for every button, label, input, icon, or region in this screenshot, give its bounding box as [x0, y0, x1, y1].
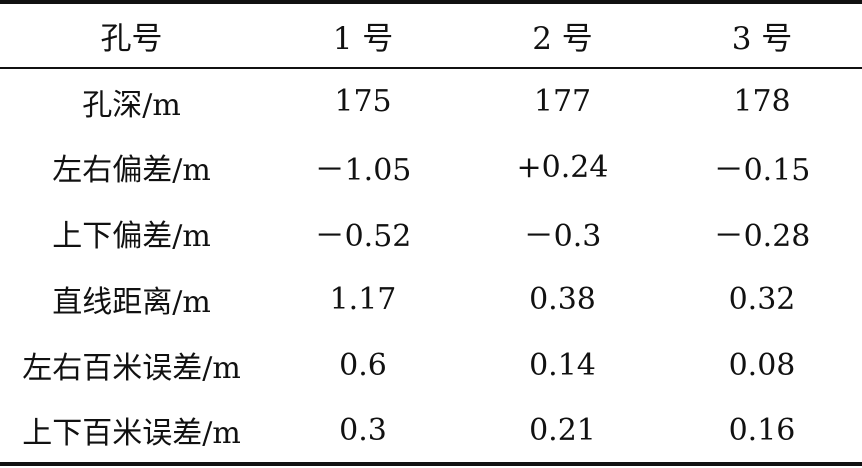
- table-cell: 0.08: [728, 347, 796, 383]
- header-cell-hole-1: 1 号: [263, 0, 463, 69]
- table-cell: 175: [334, 84, 392, 119]
- row-label: 直线距离/m: [52, 285, 211, 320]
- table-cell: 0.21: [463, 398, 662, 466]
- table-cell: －0.15: [713, 153, 811, 188]
- table-cell: +0.24: [516, 149, 609, 185]
- row-label: 上下偏差/m: [52, 219, 211, 254]
- table-row: 左右百米误差/m 0.6 0.14 0.08: [0, 332, 862, 398]
- header-cell-hole-2: 2 号: [463, 0, 662, 69]
- row-label: 左右偏差/m: [52, 153, 211, 188]
- table-cell: 1.17: [329, 281, 397, 317]
- row-label: 孔深/m: [82, 87, 181, 123]
- table-cell: －1.05: [314, 153, 412, 188]
- header-cell-hole-no: 孔号: [0, 0, 263, 69]
- table-row: 左右偏差/m －1.05 +0.24 －0.15: [0, 134, 862, 200]
- header-cell-hole-3: 3 号: [662, 0, 862, 69]
- table-cell: 178: [733, 84, 791, 119]
- table-cell: 0.3: [263, 398, 463, 466]
- row-label: 上下百米误差/m: [0, 398, 263, 466]
- table-cell: 0.38: [529, 281, 596, 317]
- table-cell: 0.6: [339, 347, 387, 383]
- table-cell: 0.16: [662, 398, 862, 466]
- table-cell: 0.14: [529, 347, 596, 383]
- table-row: 直线距离/m 1.17 0.38 0.32: [0, 266, 862, 332]
- table-cell: －0.3: [523, 219, 602, 254]
- row-label: 左右百米误差/m: [22, 351, 241, 386]
- table-row: 上下偏差/m －0.52 －0.3 －0.28: [0, 200, 862, 266]
- table-cell: 177: [533, 84, 592, 119]
- table-row: 孔深/m 175 177 178: [0, 68, 862, 134]
- table-header: 孔号 1 号 2 号 3 号: [0, 0, 862, 69]
- table-body: 孔深/m 175 177 178 左右偏差/m －1.05 +0.24 －0.1…: [0, 68, 862, 466]
- table-cell: 0.32: [728, 281, 796, 317]
- table-cell: －0.52: [314, 219, 412, 254]
- header-row: 孔号 1 号 2 号 3 号: [0, 0, 862, 69]
- table-row: 上下百米误差/m 0.3 0.21 0.16: [0, 398, 862, 466]
- table-cell: －0.28: [713, 219, 811, 254]
